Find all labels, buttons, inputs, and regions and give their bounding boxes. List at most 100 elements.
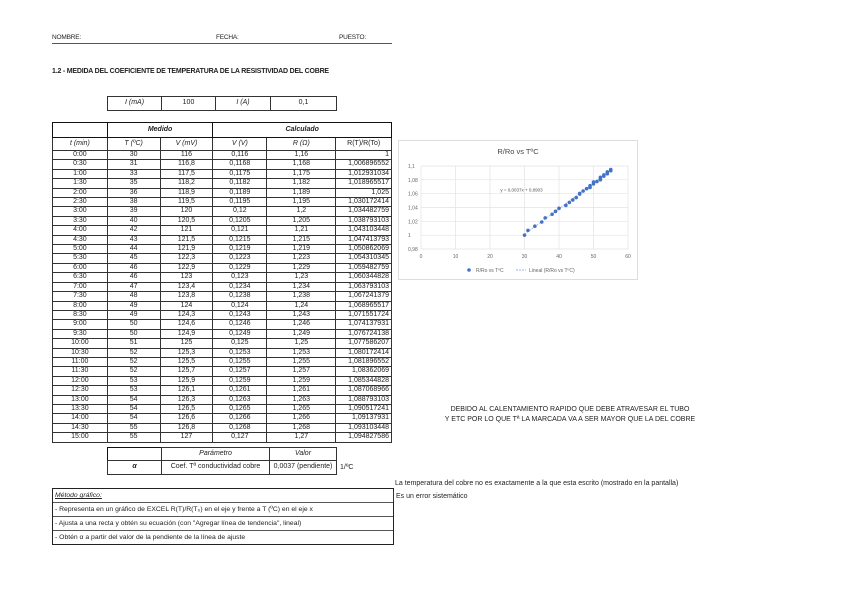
table-cell: 1,060344828 [335,272,392,283]
table-row: 10:00 51 125 0,125 1,25 1,077586207 [52,338,392,349]
param-unit: 1/ºC [340,464,354,471]
table-cell: 0,1249 [212,328,268,340]
table-cell: 0,1175 [212,168,268,180]
data-point [588,183,592,188]
table-cell: 0,1265 [212,403,268,415]
group-medido: Medido [106,122,214,138]
method-box: Método gráfico: - Representa en un gráfi… [52,488,394,545]
table-cell: 1,16 [266,149,337,161]
table-row: 14:00 54 126,6 0,1266 1,266 1,09137931 [52,413,392,424]
table-cell: 14:00 [52,413,108,424]
table-cell: 30 [106,149,161,161]
table-cell: 0,1182 [212,178,268,189]
table-cell: 1,257 [266,366,337,377]
method-step: - Ajusta a una recta y obtén su ecuación… [53,516,393,530]
data-point [602,173,606,177]
note-temperatura: La temperatura del cobre no es exactamen… [395,480,679,487]
table-cell: 0,1238 [212,291,268,302]
current-a-value: 0,1 [270,96,337,111]
table-cell: 1,234 [266,281,337,293]
table-cell: 0,123 [212,272,268,283]
table-row: 3:30 40 120,5 0,1205 1,205 1,038793103 [52,215,392,227]
table-row: 1:00 33 117,5 0,1175 1,175 1,012931034 [52,168,392,180]
table-cell: 54 [106,403,161,415]
table-cell: 0,1268 [212,422,268,434]
legend-label: R/Ro vs TºC [476,268,504,274]
param-table: Parámetro Valor α Coef. Tª conductividad… [107,447,337,475]
page-title: 1.2 - MEDIDA DEL COEFICIENTE DE TEMPERAT… [52,68,329,75]
table-cell: 1,243 [266,309,337,321]
table-cell: 0:00 [52,149,108,161]
note-line: Y ETC POR LO QUE Tª LA MARCADA VA A SER … [444,416,696,423]
table-cell: 124 [159,300,214,311]
table-cell: 7:00 [52,281,108,293]
table-cell: 52 [106,347,161,358]
table-cell: 1:00 [52,168,108,180]
table-cell: 3:00 [52,206,108,217]
table-cell: 1,263 [266,394,337,405]
table-cell: 124,9 [159,328,214,340]
table-cell: 1,038793103 [335,215,392,227]
chart-title: R/Ro vs TºC [497,147,539,156]
table-cell: 0,12 [212,206,268,217]
table-cell: 0,1229 [212,262,268,274]
table-cell: 0,125 [212,338,268,349]
data-point [591,180,596,184]
table-row: 7:00 47 123,4 0,1234 1,234 1,063793103 [52,281,392,293]
table-cell: 11:00 [52,356,108,368]
method-step: - Representa en un gráfico de EXCEL R(T)… [53,502,393,516]
table-cell: 0,1255 [212,356,268,368]
table-cell: 5:00 [52,244,108,255]
table-cell: 12:00 [52,375,108,387]
table-cell: 10:00 [52,338,108,349]
table-cell: 0,1215 [212,234,268,246]
table-cell: 1,09137931 [335,413,392,424]
table-cell: 1,08362069 [335,366,392,377]
table-cell: 1,088793103 [335,394,392,405]
table-cell: 13:30 [52,403,108,415]
table-row: 0:00 30 116 0,116 1,16 1 [52,149,392,161]
table-cell: 0,1266 [212,413,268,424]
table-cell: 1,182 [266,178,337,189]
table-cell: 1,059482759 [335,262,392,274]
table-cell: 1,23 [266,272,337,283]
group-calculado: Calculado [212,122,392,138]
column-header: V (V) [212,137,268,151]
table-cell: 55 [106,432,161,443]
table-cell: 0,1261 [212,385,268,396]
table-cell: 124,6 [159,319,214,330]
table-cell: 1,077586207 [335,338,392,349]
column-header: R (Ω) [266,137,337,151]
table-cell: 1,090517241 [335,403,392,415]
table-cell: 126,8 [159,422,214,434]
param-header: Parámetro [161,447,270,461]
y-tick-label: 1,1 [408,164,415,170]
table-cell: 125,9 [159,375,214,387]
data-point [526,228,530,233]
table-cell: 1:30 [52,178,108,189]
table-row: 9:30 50 124,9 0,1249 1,249 1,076724138 [52,328,392,340]
table-cell: 1,080172414 [335,347,392,358]
table-cell: 1,229 [266,262,337,274]
table-cell: 1,25 [266,338,337,349]
table-cell: 43 [106,234,161,246]
table-cell: 127 [159,432,214,443]
table-row: 15:00 55 127 0,127 1,27 1,094827586 [52,432,392,443]
data-point [584,186,589,191]
table-cell: 0:30 [52,159,108,170]
table-cell: 1,087068966 [335,385,392,396]
table-cell: 2:00 [52,187,108,199]
table-cell: 0,116 [212,149,268,161]
table-cell: 0,1263 [212,394,268,405]
table-cell: 1,063793103 [335,281,392,293]
table-row: 5:00 44 121,9 0,1219 1,219 1,050862069 [52,244,392,255]
x-tick-label: 20 [487,254,493,260]
table-cell: 6:30 [52,272,108,283]
table-cell: 121,9 [159,244,214,255]
data-point [533,224,537,229]
table-cell: 0,1168 [212,159,268,170]
table-cell: 1,054310345 [335,253,392,264]
table-cell: 1,24 [266,300,337,311]
table-cell: 1,253 [266,347,337,358]
data-point [605,170,610,174]
